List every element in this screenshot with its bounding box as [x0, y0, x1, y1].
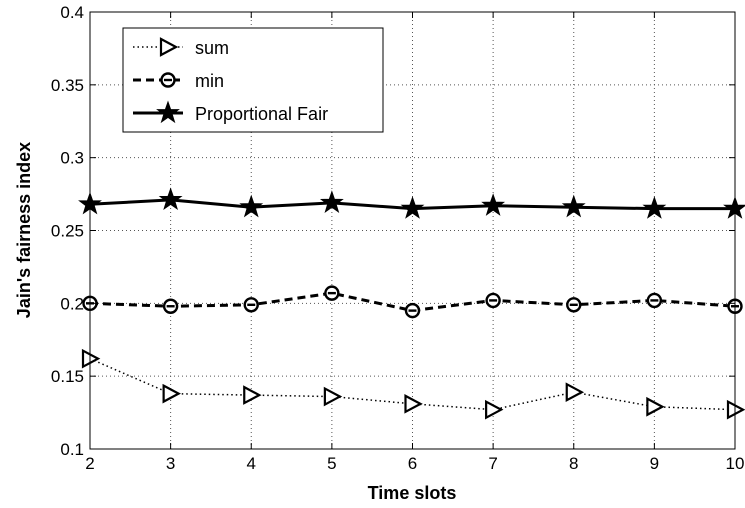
legend-label: sum	[195, 38, 229, 58]
series-layer	[78, 187, 745, 420]
data-point	[319, 190, 344, 213]
x-tick-label: 10	[726, 454, 745, 473]
data-point	[485, 292, 501, 309]
x-axis-label: Time slots	[368, 483, 457, 503]
series-sum	[81, 348, 745, 420]
data-point	[400, 196, 425, 219]
data-point	[158, 187, 183, 211]
legend: sum min Proportional Fair	[122, 27, 384, 133]
y-tick-label: 0.35	[51, 76, 84, 95]
legend-marker	[156, 100, 180, 124]
data-point	[404, 302, 421, 319]
y-tick-label: 0.2	[60, 294, 84, 313]
y-tick-label: 0.1	[60, 440, 84, 459]
legend-marker	[159, 37, 179, 57]
x-tick-label: 3	[166, 454, 175, 473]
y-tick-label: 0.3	[60, 149, 84, 168]
ticks: 2 3 4 5 6 7 8 9 10 0.1 0.15 0.2 0.25 0.3 0.35 0.4	[51, 3, 745, 473]
x-tick-label: 4	[247, 454, 256, 473]
data-point	[561, 194, 586, 218]
data-point	[566, 297, 582, 313]
data-point	[162, 298, 179, 314]
x-tick-label: 5	[327, 454, 336, 473]
data-point	[324, 285, 340, 301]
legend-marker	[160, 72, 176, 88]
data-point	[239, 194, 264, 218]
x-tick-label: 7	[488, 454, 497, 473]
data-point	[481, 193, 506, 216]
data-point	[162, 383, 181, 404]
y-tick-label: 0.25	[51, 222, 84, 241]
y-tick-label: 0.15	[51, 367, 84, 386]
data-point	[565, 382, 585, 403]
x-tick-label: 8	[569, 454, 578, 473]
x-tick-label: 2	[85, 454, 94, 473]
x-tick-label: 6	[408, 454, 417, 473]
y-tick-label: 0.4	[60, 3, 84, 22]
data-point	[646, 396, 665, 417]
data-point	[243, 297, 259, 313]
data-point	[642, 196, 667, 219]
y-axis-label: Jain's fairness index	[14, 142, 34, 318]
legend-label: min	[195, 71, 224, 91]
data-point	[646, 292, 663, 309]
data-point	[404, 394, 423, 414]
series-proportional-fair	[78, 187, 745, 219]
legend-label: Proportional Fair	[195, 104, 328, 124]
series-min	[82, 285, 743, 319]
data-point	[323, 386, 343, 407]
x-tick-label: 9	[650, 454, 659, 473]
data-point	[243, 385, 262, 405]
data-point	[485, 399, 504, 420]
